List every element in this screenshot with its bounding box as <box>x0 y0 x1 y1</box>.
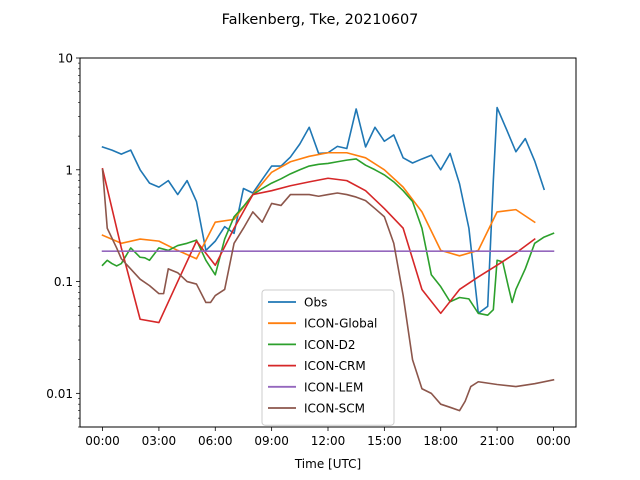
plot-area <box>101 106 555 412</box>
x-tick-label: 00:00 <box>536 434 571 448</box>
series-line-icon-crm <box>101 167 536 324</box>
chart-title: Falkenberg, Tke, 20210607 <box>222 12 419 28</box>
x-tick-label: 18:00 <box>423 434 458 448</box>
legend-label: ICON-Global <box>304 317 377 331</box>
x-tick-label: 12:00 <box>311 434 346 448</box>
y-tick-label: 0.01 <box>46 387 73 401</box>
y-tick-label: 10 <box>58 52 73 66</box>
y-tick-label: 1 <box>65 163 73 177</box>
x-tick-label: 09:00 <box>254 434 289 448</box>
y-axis: 0.01 0.1 1 10 <box>46 52 80 428</box>
x-tick-label: 00:00 <box>85 434 120 448</box>
legend: Obs ICON-Global ICON-D2 ICON-CRM ICON-LEM ICO… <box>261 289 395 426</box>
legend-label: ICON-LEM <box>304 380 363 394</box>
legend-label: ICON-SCM <box>304 402 365 416</box>
y-tick-label: 0.1 <box>54 275 73 289</box>
legend-label: ICON-CRM <box>304 359 366 373</box>
series-line-icon-scm <box>101 168 555 412</box>
legend-label: ICON-D2 <box>304 338 356 352</box>
x-tick-label: 21:00 <box>480 434 515 448</box>
x-tick-label: 06:00 <box>198 434 233 448</box>
series-line-icon-d2 <box>101 158 555 317</box>
x-tick-label: 15:00 <box>367 434 402 448</box>
x-axis: 00:00 03:00 06:00 09:00 12:00 15:00 18:00 21:00… <box>85 427 571 448</box>
x-tick-label: 03:00 <box>142 434 177 448</box>
series-line-icon-global <box>101 151 536 260</box>
legend-label: Obs <box>304 296 327 310</box>
x-axis-label: Time [UTC] <box>294 457 361 471</box>
